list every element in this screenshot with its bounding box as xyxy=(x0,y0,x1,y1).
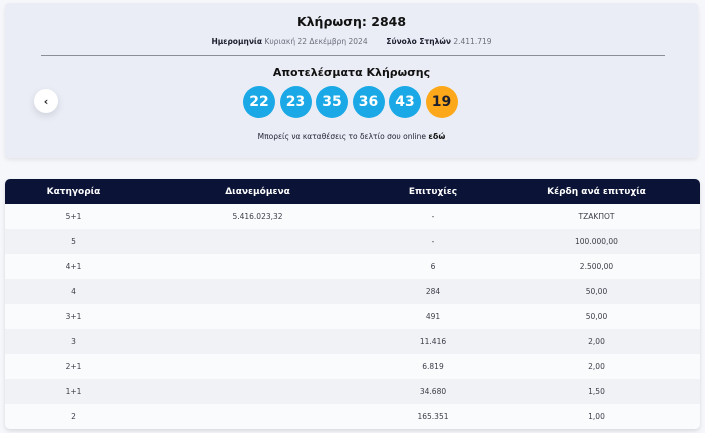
cell-prize: 50,00 xyxy=(493,304,700,329)
date-value: Κυριακή 22 Δεκέμβρη 2024 xyxy=(264,37,368,46)
winning-numbers: 22 23 35 36 43 19 xyxy=(243,86,458,118)
cell-prize: 1,00 xyxy=(493,404,700,429)
cell-distributed xyxy=(142,229,373,254)
cell-category: 5 xyxy=(5,229,142,254)
previous-draw-button[interactable]: ‹ xyxy=(34,89,58,113)
cell-winners: 34.680 xyxy=(373,379,493,404)
cell-prize: 50,00 xyxy=(493,279,700,304)
results-title: Αποτελέσματα Κλήρωσης xyxy=(272,66,431,79)
cell-distributed: 5.416.023,32 xyxy=(142,204,373,229)
table-row: 5+1 5.416.023,32 - ΤΖΑΚΠΟΤ xyxy=(5,204,700,229)
cell-distributed xyxy=(142,304,373,329)
cell-distributed xyxy=(142,354,373,379)
cell-winners: - xyxy=(373,204,493,229)
cell-distributed xyxy=(142,329,373,354)
header-winners: Επιτυχίες xyxy=(373,179,493,204)
number-ball: 22 xyxy=(243,86,275,118)
cell-category: 2 xyxy=(5,404,142,429)
deposit-text: Μπορείς να καταθέσεις το δελτίο σου onli… xyxy=(257,132,427,141)
cell-category: 2+1 xyxy=(5,354,142,379)
cell-prize: 2,00 xyxy=(493,329,700,354)
number-ball: 23 xyxy=(279,86,312,118)
table-row: 2+1 6.819 2,00 xyxy=(5,354,700,379)
number-ball: 36 xyxy=(352,86,385,118)
header-prize: Κέρδη ανά επιτυχία xyxy=(493,179,700,204)
cell-category: 3 xyxy=(5,329,142,354)
cell-category: 4+1 xyxy=(5,254,142,279)
cell-winners: 11.416 xyxy=(373,329,493,354)
cell-distributed xyxy=(142,404,373,429)
number-ball: 43 xyxy=(389,86,421,118)
table-header-row: Κατηγορία Διανεμόμενα Επιτυχίες Κέρδη αν… xyxy=(5,179,700,204)
cell-winners: 165.351 xyxy=(373,404,493,429)
cell-distributed xyxy=(142,379,373,404)
table-row: 3+1 491 50,00 xyxy=(5,304,700,329)
cell-distributed xyxy=(142,254,373,279)
cell-prize: ΤΖΑΚΠΟΤ xyxy=(493,204,700,229)
cell-prize: 2,00 xyxy=(493,354,700,379)
header-distributed: Διανεμόμενα xyxy=(142,179,373,204)
deposit-note: Μπορείς να καταθέσεις το δελτίο σου onli… xyxy=(5,132,698,141)
deposit-link[interactable]: εδώ xyxy=(428,132,446,141)
cell-category: 1+1 xyxy=(5,379,142,404)
cell-winners: 491 xyxy=(373,304,493,329)
bonus-ball: 19 xyxy=(425,86,458,118)
cell-prize: 1,50 xyxy=(493,379,700,404)
cell-category: 4 xyxy=(5,279,142,304)
date-label: Ημερομηνία xyxy=(211,37,263,46)
table-row: 1+1 34.680 1,50 xyxy=(5,379,700,404)
header-category: Κατηγορία xyxy=(5,179,142,204)
table-row: 5 - 100.000,00 xyxy=(5,229,700,254)
table-row: 2 165.351 1,00 xyxy=(5,404,700,429)
cell-winners: 284 xyxy=(373,279,493,304)
cell-category: 3+1 xyxy=(5,304,142,329)
draw-meta: Ημερομηνία Κυριακή 22 Δεκέμβρη 2024 Σύνο… xyxy=(5,37,698,46)
draw-title: Κλήρωση: 2848 xyxy=(296,14,407,29)
draw-info-card: Κλήρωση: 2848 Ημερομηνία Κυριακή 22 Δεκέ… xyxy=(5,3,698,158)
table-row: 4 284 50,00 xyxy=(5,279,700,304)
columns-label: Σύνολο Στηλών xyxy=(386,37,451,46)
cell-category: 5+1 xyxy=(5,204,142,229)
prize-table: Κατηγορία Διανεμόμενα Επιτυχίες Κέρδη αν… xyxy=(5,179,700,429)
chevron-left-icon: ‹ xyxy=(43,94,49,108)
divider xyxy=(41,55,665,56)
table-row: 3 11.416 2,00 xyxy=(5,329,700,354)
cell-winners: - xyxy=(373,229,493,254)
number-ball: 35 xyxy=(316,86,348,118)
cell-winners: 6.819 xyxy=(373,354,493,379)
cell-prize: 100.000,00 xyxy=(493,229,700,254)
columns-value: 2.411.719 xyxy=(453,37,492,46)
table-row: 4+1 6 2.500,00 xyxy=(5,254,700,279)
cell-distributed xyxy=(142,279,373,304)
cell-prize: 2.500,00 xyxy=(493,254,700,279)
cell-winners: 6 xyxy=(373,254,493,279)
